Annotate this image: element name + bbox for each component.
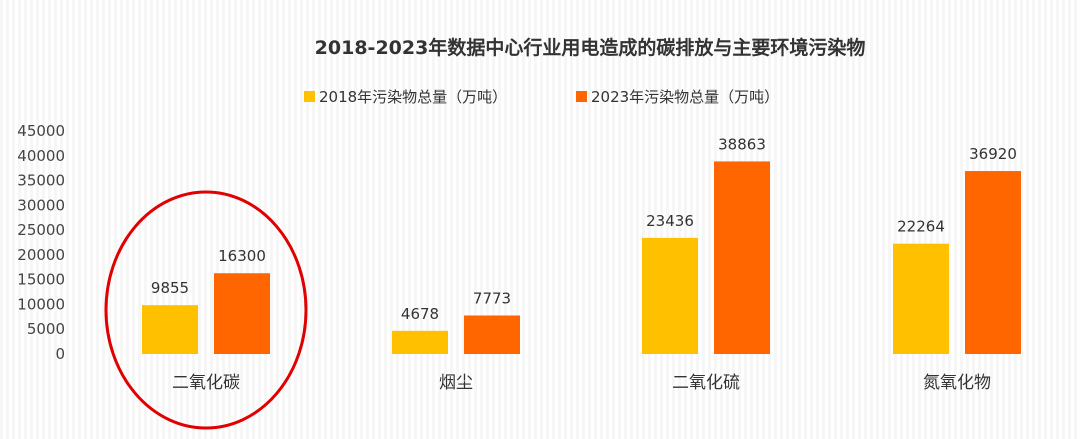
y-tick-label: 0 xyxy=(55,345,65,363)
bar-2018-1 xyxy=(392,330,448,354)
category-label: 二氧化硫 xyxy=(672,373,740,393)
y-tick-label: 40000 xyxy=(17,147,65,165)
chart-title: 2018-2023年数据中心行业用电造成的碳排放与主要环境污染物 xyxy=(315,36,866,59)
data-label: 23436 xyxy=(646,212,694,230)
y-tick-label: 35000 xyxy=(17,172,65,190)
y-tick-label: 10000 xyxy=(17,295,65,313)
legend-swatch-2023 xyxy=(576,91,587,102)
data-label: 4678 xyxy=(401,305,439,323)
y-tick-label: 5000 xyxy=(27,320,65,338)
legend: 2018年污染物总量（万吨） 2023年污染物总量（万吨） xyxy=(304,88,779,106)
bar-2018-2 xyxy=(642,237,698,354)
bar-2023-0 xyxy=(214,273,270,354)
x-axis: 二氧化碳 烟尘 二氧化硫 氮氧化物 xyxy=(172,373,991,393)
bar-2018-3 xyxy=(893,243,949,354)
highlight-circle xyxy=(104,190,308,430)
bar-2018-0 xyxy=(142,305,198,354)
legend-swatch-2018 xyxy=(304,91,315,102)
category-label: 烟尘 xyxy=(439,373,473,393)
data-label: 22264 xyxy=(897,218,945,236)
category-label: 二氧化碳 xyxy=(172,373,240,393)
legend-label-2023: 2023年污染物总量（万吨） xyxy=(591,88,779,106)
legend-label-2018: 2018年污染物总量（万吨） xyxy=(319,88,507,106)
data-labels: 9855 4678 23436 22264 16300 7773 38863 36920 xyxy=(151,135,1017,322)
y-tick-label: 45000 xyxy=(17,122,65,140)
data-label: 7773 xyxy=(473,289,511,307)
y-tick-label: 30000 xyxy=(17,196,65,214)
bar-2023-1 xyxy=(464,315,520,354)
data-label: 36920 xyxy=(969,145,1017,163)
bar-2023-3 xyxy=(965,171,1021,354)
bars xyxy=(142,161,1021,354)
bar-2023-2 xyxy=(714,161,770,354)
category-label: 氮氧化物 xyxy=(923,373,991,393)
y-axis: 0 5000 10000 15000 20000 25000 30000 35000 40000… xyxy=(17,122,65,363)
y-tick-label: 15000 xyxy=(17,271,65,289)
data-label: 9855 xyxy=(151,279,189,297)
y-tick-label: 25000 xyxy=(17,221,65,239)
y-tick-label: 20000 xyxy=(17,246,65,264)
data-label: 38863 xyxy=(718,135,766,153)
data-label: 16300 xyxy=(218,247,266,265)
